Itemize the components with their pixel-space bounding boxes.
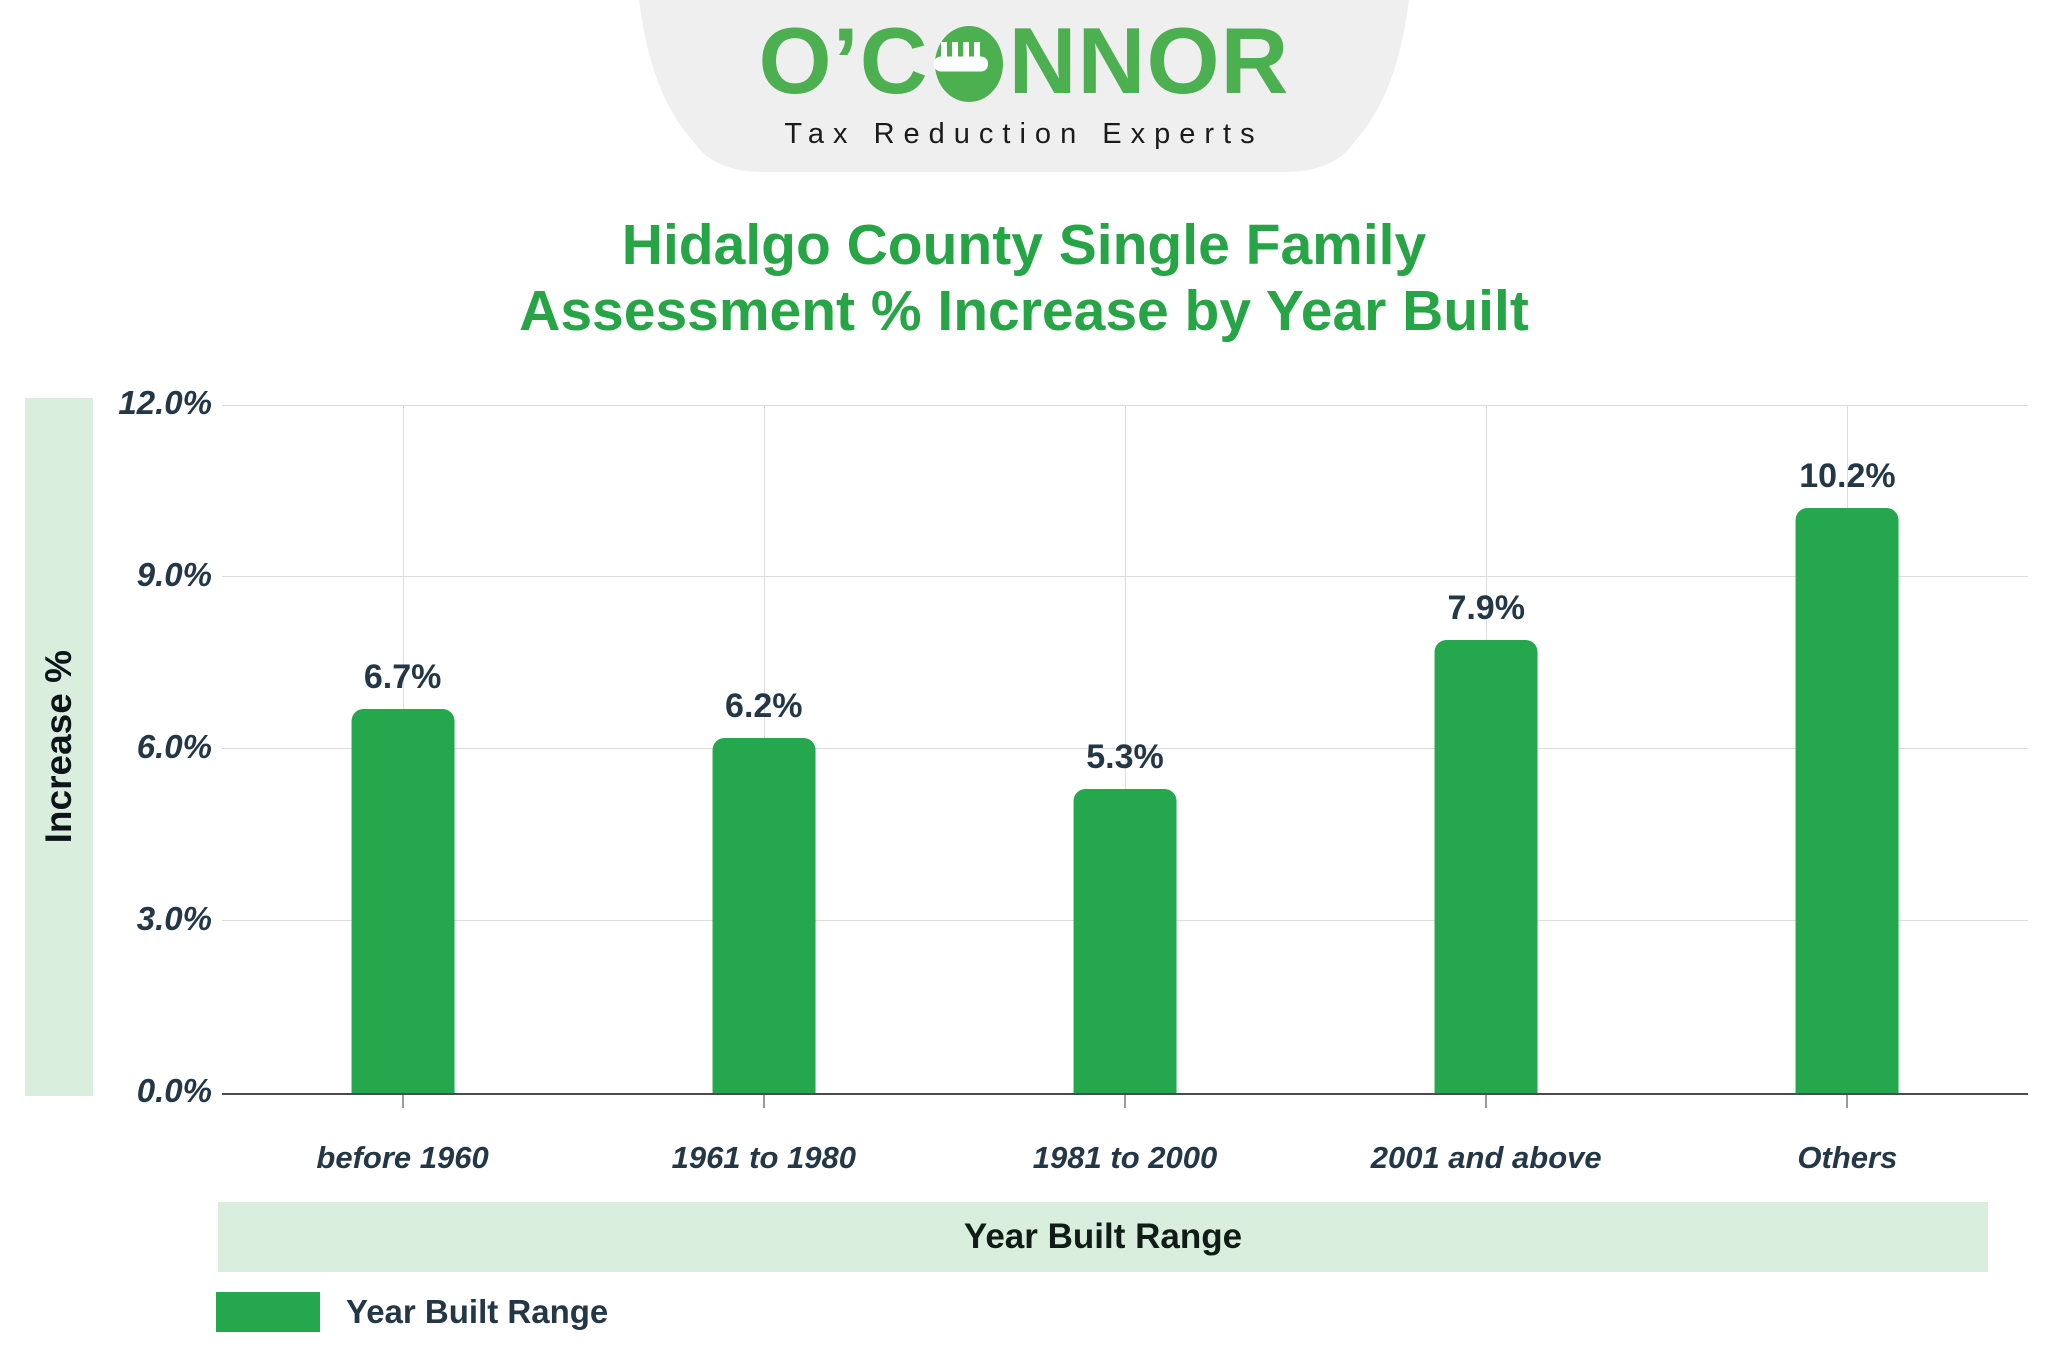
bar-value-label: 10.2% (1799, 457, 1896, 496)
x-axis-band: Year Built Range (218, 1202, 1988, 1272)
y-tick-label: 6.0% (136, 728, 212, 765)
bar (1434, 640, 1538, 1093)
y-tick-label: 3.0% (136, 900, 212, 937)
y-tick-label: 12.0% (118, 384, 212, 421)
x-category-label: 1961 to 1980 (671, 1140, 857, 1175)
x-category-label: before 1960 (316, 1140, 489, 1175)
key-o-icon (933, 26, 1003, 102)
bar (1795, 508, 1899, 1093)
y-axis-labels: 0.0% 3.0% 6.0% 9.0% 12.0% (0, 384, 212, 1109)
logo-text-post: NNOR (1008, 8, 1290, 113)
x-category-label: 1981 to 2000 (1032, 1140, 1218, 1175)
logo: O’C NNOR (0, 14, 2048, 108)
x-tick-mark (401, 1095, 404, 1108)
chart-title-line2: Assessment % Increase by Year Built (519, 279, 1529, 343)
header-banner (639, 0, 1409, 172)
bar (712, 737, 816, 1093)
y-axis-band: Increase % (25, 398, 93, 1096)
x-tick-mark (1124, 1095, 1126, 1108)
x-tick-mark (1846, 1095, 1849, 1108)
plot-area: 6.7% 6.2% 5.3% 7.9% 10.2% (222, 405, 2028, 1108)
logo-text-pre: O’C (758, 8, 929, 113)
legend: Year Built Range (216, 1292, 608, 1332)
x-axis-labels: before 1960 1961 to 1980 1981 to 2000 2001 … (222, 1140, 2028, 1186)
x-category-label: 2001 and above (1370, 1140, 1602, 1175)
bar-value-label: 7.9% (1447, 589, 1525, 628)
y-tick-label: 9.0% (136, 556, 212, 593)
legend-swatch (216, 1292, 320, 1332)
bar (351, 708, 455, 1093)
x-axis-title: Year Built Range (963, 1217, 1243, 1256)
legend-label: Year Built Range (346, 1293, 609, 1330)
x-tick-mark (1485, 1095, 1488, 1108)
x-tick-mark (762, 1095, 765, 1108)
logo-tagline: Tax Reduction Experts (784, 118, 1264, 150)
bar-value-label: 5.3% (1086, 738, 1164, 777)
bar-value-label: 6.7% (363, 657, 442, 696)
x-category-label: Others (1797, 1140, 1898, 1175)
banner-shape (639, 0, 1409, 172)
chart-title: Hidalgo County Single Family Assessment … (0, 212, 2048, 344)
bar-value-label: 6.2% (725, 686, 803, 725)
v-gridline (1125, 405, 1126, 1093)
chart-title-line1: Hidalgo County Single Family (621, 213, 1427, 277)
y-tick-label: 0.0% (136, 1072, 212, 1109)
bar (1073, 789, 1177, 1093)
